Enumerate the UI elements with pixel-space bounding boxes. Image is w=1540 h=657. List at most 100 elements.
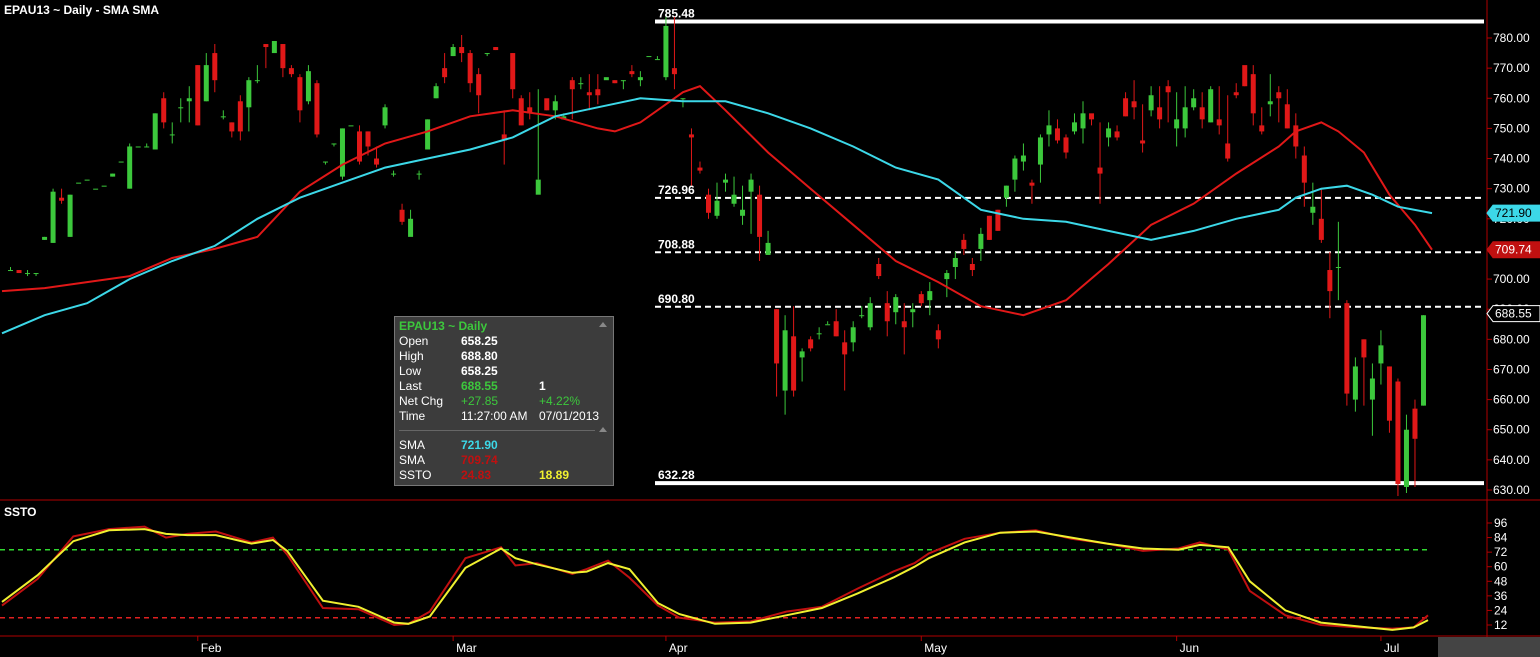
collapse-icon[interactable] (599, 322, 607, 327)
candle-body (791, 336, 797, 391)
candle-body (220, 116, 226, 118)
scroll-thumb[interactable] (1438, 637, 1540, 657)
candle-body (629, 71, 635, 75)
candle-body (493, 47, 499, 51)
candle-body (331, 143, 337, 145)
price-tick-label: 640.00 (1493, 453, 1530, 467)
candle-body (1123, 98, 1129, 117)
candle-body (416, 173, 422, 175)
sma2-value: 709.74 (461, 453, 498, 467)
candle-body (1361, 339, 1367, 358)
candle-body (348, 125, 354, 127)
candle-body (1293, 125, 1299, 147)
sma-fast-line (1, 85, 1433, 317)
last-label: Last (399, 379, 422, 393)
sma2-label: SMA (399, 453, 426, 467)
candle-body (254, 80, 260, 82)
candle-body (1003, 185, 1009, 198)
candle-body (84, 179, 90, 181)
candle-body (399, 209, 405, 222)
level-label: 690.80 (658, 292, 695, 306)
last-value: 688.55 (461, 379, 498, 393)
candle-body (1089, 113, 1095, 120)
candle-body (569, 80, 575, 90)
candle-body (76, 182, 82, 184)
candle-body (697, 167, 703, 171)
candle-body (1012, 158, 1018, 180)
candle-body (186, 98, 192, 102)
candle-body (127, 146, 133, 189)
candle-body (552, 101, 558, 111)
candle-body (612, 80, 618, 84)
price-tag: 688.55 (1486, 305, 1540, 323)
candle-body (467, 53, 473, 84)
candle-body (816, 333, 822, 335)
candle-body (961, 239, 967, 249)
candle-body (365, 131, 371, 147)
candle-body (620, 80, 626, 82)
candle-body (1352, 366, 1358, 400)
candle-body (118, 161, 124, 163)
candle-body (748, 179, 754, 192)
netchg-label: Net Chg (399, 394, 444, 408)
price-tick-label: 780.00 (1493, 31, 1530, 45)
candle-body (339, 128, 345, 177)
data-window[interactable]: EPAU13 ~ Daily Open 658.25 High 688.80 Low… (394, 316, 614, 486)
candle-body (995, 209, 1001, 231)
low-value: 658.25 (461, 364, 498, 378)
candle-body (263, 44, 269, 48)
candle-body (1054, 128, 1060, 141)
candle-body (646, 56, 652, 58)
candle-body (152, 113, 158, 150)
ssto-tick-label: 24 (1494, 603, 1508, 617)
candle-body (33, 273, 39, 275)
candle-body (603, 77, 609, 81)
ssto-d-line (1, 528, 1429, 631)
price-tick-label: 670.00 (1493, 362, 1530, 376)
candle-body (952, 257, 958, 268)
candle-body (1148, 95, 1154, 111)
candle-body (1063, 137, 1069, 153)
candle-body (774, 309, 780, 364)
ssto2-value: 18.89 (539, 468, 570, 482)
candle-body (1310, 206, 1316, 213)
high-value: 688.80 (461, 349, 498, 363)
candle-body (1072, 122, 1077, 132)
candle-body (1131, 101, 1137, 108)
candle-body (935, 330, 941, 340)
candle-body (1267, 101, 1273, 105)
candle-body (144, 146, 150, 148)
collapse-icon[interactable] (599, 427, 607, 432)
candle-body (8, 270, 14, 272)
time-tick-label: May (924, 641, 947, 655)
candle-body (195, 65, 201, 126)
candle-body (1216, 119, 1222, 126)
candle-body (688, 134, 694, 138)
price-tick-label: 660.00 (1493, 393, 1530, 407)
candle-body (1182, 107, 1188, 129)
price-tag-label: 709.74 (1495, 243, 1532, 257)
candle-body (884, 303, 890, 322)
candle-body (723, 179, 729, 183)
sma1-label: SMA (399, 438, 426, 452)
level-label: 708.88 (658, 237, 695, 251)
candle-body (705, 194, 711, 213)
ssto-title: SSTO (4, 505, 37, 519)
price-tick-label: 630.00 (1493, 483, 1530, 497)
candle-body (1037, 137, 1043, 165)
candle-body (740, 209, 746, 216)
candle-body (408, 218, 414, 237)
last-size: 1 (539, 379, 546, 393)
price-tag-box (1486, 241, 1540, 259)
candle-body (314, 83, 320, 135)
time-tick-label: Jul (1384, 641, 1399, 655)
candle-body (1259, 125, 1265, 132)
time-value: 11:27:00 AM (461, 409, 528, 423)
candle-body (135, 146, 141, 148)
candle-body (782, 330, 788, 391)
ssto-tick-label: 84 (1494, 531, 1508, 545)
ssto-tick-label: 48 (1494, 574, 1508, 588)
open-label: Open (399, 334, 429, 348)
candle-body (484, 53, 490, 55)
netchg-pct: +4.22% (539, 394, 581, 408)
